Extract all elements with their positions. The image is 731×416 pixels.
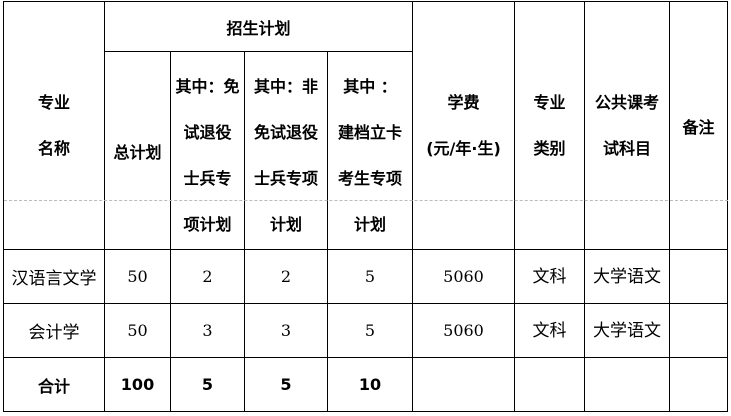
header-total-plan: 总计划	[104, 51, 171, 250]
header-line: 免试退役	[253, 123, 318, 142]
header-category: 专业 类别	[514, 1, 585, 250]
cell-major: 会计学	[3, 303, 105, 358]
total-exam	[584, 357, 670, 412]
header-line: 计划	[353, 215, 386, 234]
cell-s3: 5	[327, 303, 413, 358]
header-line: 其中：免	[175, 77, 240, 96]
header-line: 专业	[533, 92, 566, 112]
cell-category: 文科	[514, 249, 585, 304]
cell-s1: 3	[170, 303, 245, 358]
total-category	[514, 357, 585, 412]
header-tuition: 学费 (元/年·生)	[412, 1, 515, 250]
header-sub1: 其中：免试退役士兵专项计划	[170, 51, 245, 250]
header-sub2: 其中：非免试退役士兵专项计划	[244, 51, 328, 250]
header-line: (元/年·生)	[426, 138, 501, 158]
cell-exam: 大学语文	[584, 303, 670, 358]
header-line: 其中 ：	[343, 77, 397, 96]
header-sub3: 其中 ： 建档立卡考生专项计划	[327, 51, 413, 250]
cell-remark	[669, 249, 728, 304]
dashed-divider	[4, 200, 728, 201]
cell-s1: 2	[170, 249, 245, 304]
header-line: 士兵专	[183, 169, 232, 188]
cell-total: 50	[104, 303, 171, 358]
total-s2: 5	[244, 357, 328, 412]
cell-s2: 3	[244, 303, 328, 358]
total-label: 合计	[3, 357, 105, 412]
header-line: 考生专项	[337, 169, 402, 188]
cell-category: 文科	[514, 303, 585, 358]
header-line: 计划	[269, 215, 302, 234]
header-line: 学费	[447, 92, 480, 112]
cell-tuition: 5060	[412, 249, 515, 304]
header-line: 公共课考	[594, 92, 659, 112]
cell-major: 汉语言文学	[3, 249, 105, 304]
cell-exam: 大学语文	[584, 249, 670, 304]
total-remark	[669, 357, 728, 412]
header-major-name: 专业 名称	[3, 1, 105, 250]
header-plan-group: 招生计划	[104, 1, 413, 52]
cell-tuition: 5060	[412, 303, 515, 358]
header-line: 专业	[37, 92, 70, 112]
header-line: 名称	[37, 138, 70, 158]
header-line: 其中：非	[253, 77, 318, 96]
cell-s2: 2	[244, 249, 328, 304]
header-remark: 备注	[669, 1, 728, 250]
cell-s3: 5	[327, 249, 413, 304]
header-line: 建档立卡	[337, 123, 402, 142]
total-tuition	[412, 357, 515, 412]
header-line: 试退役	[183, 123, 232, 142]
header-exam: 公共课考 试科目	[584, 1, 670, 250]
header-line: 试科目	[602, 138, 651, 158]
header-line: 士兵专项	[253, 169, 318, 188]
total-s1: 5	[170, 357, 245, 412]
header-line: 类别	[533, 138, 566, 158]
total-total: 100	[104, 357, 171, 412]
cell-total: 50	[104, 249, 171, 304]
cell-remark	[669, 303, 728, 358]
header-line: 项计划	[183, 215, 232, 234]
total-s3: 10	[327, 357, 413, 412]
